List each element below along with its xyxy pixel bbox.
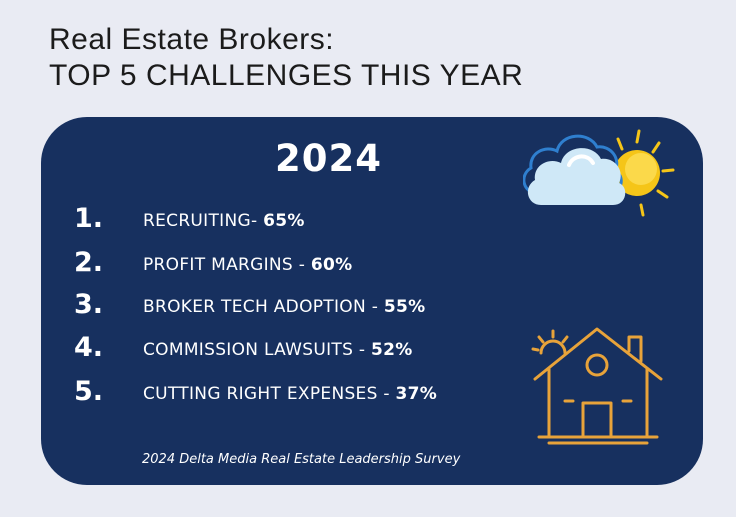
- item-text: BROKER TECH ADOPTION -: [143, 297, 384, 317]
- title-line-1: Real Estate Brokers:: [49, 23, 335, 56]
- item-percent: 52%: [371, 340, 413, 360]
- item-text: CUTTING RIGHT EXPENSES -: [143, 384, 396, 404]
- house-icon: [531, 327, 663, 445]
- item-number: 1.: [74, 203, 104, 234]
- survey-source: 2024 Delta Media Real Estate Leadership …: [142, 452, 461, 467]
- year-heading: 2024: [275, 137, 382, 180]
- item-label: RECRUITING- 65%: [143, 211, 305, 231]
- item-label: PROFIT MARGINS - 60%: [143, 255, 352, 275]
- item-percent: 37%: [395, 384, 438, 404]
- item-label: BROKER TECH ADOPTION - 55%: [143, 297, 425, 317]
- item-percent: 55%: [383, 297, 426, 317]
- item-label: CUTTING RIGHT EXPENSES - 37%: [143, 384, 437, 404]
- cloud-sun-icon: [523, 129, 675, 217]
- item-number: 3.: [74, 289, 104, 320]
- page-title: Real Estate Brokers: TOP 5 CHALLENGES TH…: [49, 22, 523, 94]
- challenges-card: 2024 1. RECRUITING- 65% 2. PROFIT MARGIN…: [41, 117, 703, 485]
- item-percent: 60%: [310, 255, 353, 275]
- item-number: 2.: [74, 247, 104, 278]
- item-label: COMMISSION LAWSUITS - 52%: [143, 340, 413, 360]
- item-text: COMMISSION LAWSUITS -: [143, 340, 372, 360]
- item-number: 4.: [74, 332, 104, 363]
- title-line-2: TOP 5 CHALLENGES THIS YEAR: [49, 59, 524, 92]
- item-percent: 65%: [263, 211, 305, 231]
- item-number: 5.: [74, 376, 104, 407]
- item-text: RECRUITING-: [143, 211, 264, 231]
- item-text: PROFIT MARGINS -: [143, 255, 311, 275]
